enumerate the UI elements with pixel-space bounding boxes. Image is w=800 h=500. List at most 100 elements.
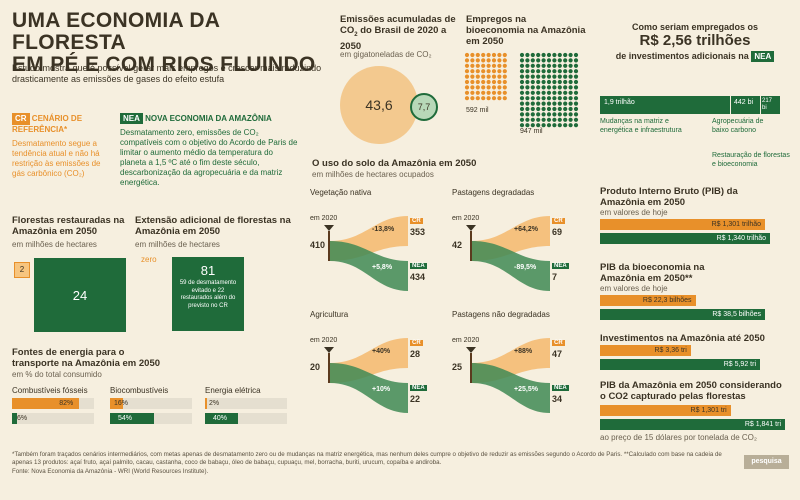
job-dot-nea xyxy=(525,123,530,128)
forests-nea-box: 24 xyxy=(34,258,126,332)
energy-bar-nea xyxy=(205,413,238,424)
job-dot-nea xyxy=(552,69,557,74)
job-dot-nea xyxy=(568,85,573,90)
job-dot-nea xyxy=(563,112,568,117)
job-dot-nea xyxy=(541,63,546,68)
investments-bar xyxy=(600,96,780,114)
energy-label: Biocombustíveis xyxy=(110,386,169,395)
job-dot-cr xyxy=(470,74,475,79)
job-dot-nea xyxy=(519,117,525,122)
job-dot-nea xyxy=(525,85,530,90)
energy-bar-cr xyxy=(205,398,207,409)
landuse-start-value: 20 xyxy=(310,362,321,372)
pib-bio-title: PIB da bioeconomia na Amazônia em 2050** xyxy=(600,262,705,284)
job-dot-nea xyxy=(552,79,557,85)
job-dot-nea xyxy=(563,96,568,101)
job-dot-nea xyxy=(573,52,579,58)
job-dot-nea xyxy=(530,85,535,90)
job-dot-nea xyxy=(552,101,557,106)
job-dot-nea xyxy=(536,96,541,101)
job-dot-cr xyxy=(470,52,475,58)
job-dot-cr xyxy=(481,52,486,58)
energy-value-nea: 40% xyxy=(213,415,228,422)
landuse-start-value: 42 xyxy=(452,240,463,250)
job-dot-nea xyxy=(563,79,568,85)
job-dot-nea xyxy=(563,117,568,122)
job-dot-cr xyxy=(470,69,475,74)
job-dot-nea xyxy=(552,112,557,117)
job-dot-nea xyxy=(552,52,557,58)
job-dot-cr xyxy=(502,52,507,58)
job-dot-nea xyxy=(568,123,573,128)
jobs-cr-label: 592 mil xyxy=(466,107,489,114)
job-dot-cr xyxy=(497,52,502,58)
job-dot-nea xyxy=(519,101,525,106)
landuse-start-line xyxy=(470,353,472,383)
job-dot-nea xyxy=(536,79,541,85)
job-dot-nea xyxy=(536,90,541,95)
job-dot-nea xyxy=(563,101,568,106)
job-dot-nea xyxy=(541,106,546,112)
job-dot-nea xyxy=(563,106,568,112)
energy-bar-cr xyxy=(12,398,80,409)
landuse-nea-tag: NEA xyxy=(552,263,569,269)
job-dot-cr xyxy=(486,69,491,74)
extension-title: Extensão adicional de florestas na Amazô… xyxy=(135,215,291,237)
job-dot-nea xyxy=(552,58,557,63)
job-dot-cr xyxy=(475,58,480,63)
job-dot-cr xyxy=(475,96,480,101)
investments-seg3-label: Restauração de florestas e bioeconomia xyxy=(712,152,790,168)
job-dot-nea xyxy=(573,85,579,90)
emissions-title: Emissões acumuladas de CO2 do Brasil de … xyxy=(340,14,456,52)
job-dot-cr xyxy=(491,69,497,74)
job-dot-nea xyxy=(552,63,557,68)
job-dot-nea xyxy=(557,79,562,85)
landuse-start-line xyxy=(470,231,472,261)
job-dot-cr xyxy=(491,85,497,90)
job-dot-nea xyxy=(568,96,573,101)
pib-bio-bars-cr: R$ 22,3 bilhões xyxy=(600,295,696,306)
job-dot-cr xyxy=(464,90,470,95)
job-dot-nea xyxy=(563,85,568,90)
job-dot-nea xyxy=(552,90,557,95)
landuse-panel-title: Agricultura xyxy=(310,310,349,319)
job-dot-nea xyxy=(530,112,535,117)
job-dot-cr xyxy=(491,63,497,68)
job-dot-nea xyxy=(536,85,541,90)
job-dot-nea xyxy=(525,63,530,68)
job-dot-nea xyxy=(557,90,562,95)
pib-co2-bars-nea: R$ 1,841 tri xyxy=(600,419,785,430)
job-dot-nea xyxy=(546,58,552,63)
landuse-start-label: em 2020 xyxy=(452,337,480,344)
job-dot-nea xyxy=(557,63,562,68)
landuse-cr-value: 353 xyxy=(410,227,426,237)
footer-note: *Também foram traçados cenários intermed… xyxy=(12,451,722,466)
job-dot-nea xyxy=(536,69,541,74)
investments-seg3: 217 bi xyxy=(762,98,773,111)
extension-nea-box: 81 59 de desmatamento evitado e 22 resta… xyxy=(172,257,244,331)
landuse-start-marker xyxy=(466,347,476,353)
landuse-start-label: em 2020 xyxy=(452,215,480,222)
job-dot-cr xyxy=(475,63,480,68)
job-dot-nea xyxy=(525,69,530,74)
job-dot-cr xyxy=(481,90,486,95)
emissions-title-b: do Brasil de 2020 a 2050 xyxy=(340,25,447,52)
job-dot-nea xyxy=(525,79,530,85)
job-dot-nea xyxy=(568,112,573,117)
job-dot-nea xyxy=(546,79,552,85)
job-dot-cr xyxy=(464,74,470,79)
job-dot-nea xyxy=(552,85,557,90)
pib-co2-title: PIB da Amazônia em 2050 considerando o C… xyxy=(600,380,782,402)
landuse-panel-title: Pastagens não degradadas xyxy=(452,310,550,319)
job-dot-cr xyxy=(481,69,486,74)
job-dot-cr xyxy=(497,96,502,101)
forests-title: Florestas restauradas na Amazônia em 205… xyxy=(12,215,125,237)
job-dot-cr xyxy=(497,85,502,90)
extension-unit: em milhões de hectares xyxy=(135,240,220,249)
job-dot-nea xyxy=(546,90,552,95)
job-dot-nea xyxy=(546,85,552,90)
page-subtitle: Estudo mostra que é possível gerar mais … xyxy=(12,63,322,84)
landuse-start-value: 25 xyxy=(452,362,463,372)
job-dot-cr xyxy=(497,74,502,79)
job-dot-nea xyxy=(536,58,541,63)
